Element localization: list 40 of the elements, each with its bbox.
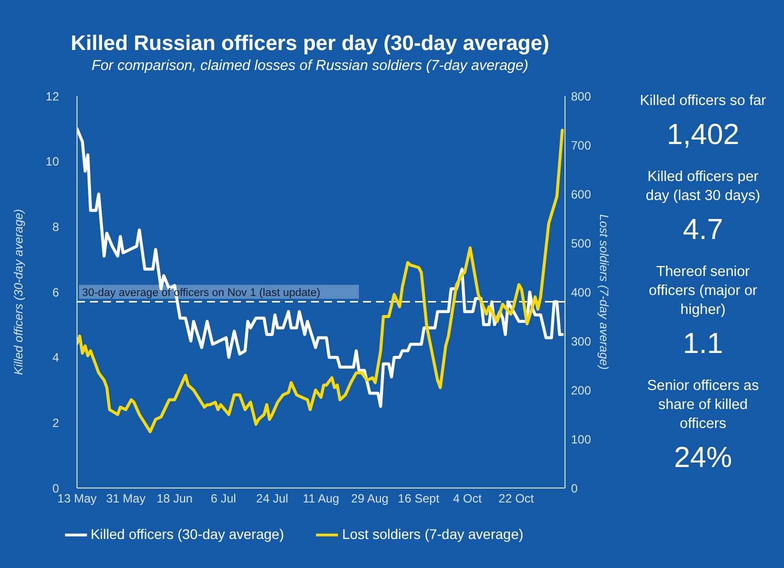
text: Killed officers so far: [638, 92, 768, 111]
legend-label: Killed officers (30-day average): [90, 526, 284, 542]
x-tick-label: 11 Aug: [302, 492, 340, 506]
text: 4.7: [682, 214, 724, 247]
y2-tick-label: 200: [571, 383, 592, 398]
legend-label: Lost soldiers (7-day average): [342, 526, 524, 542]
y2-tick-label: 0: [571, 481, 578, 496]
text: 1,402: [666, 119, 740, 152]
text: Killed officers per day (last 30 days): [644, 168, 762, 206]
y-tick-label: 12: [46, 89, 60, 104]
y2-tick-label: 100: [571, 432, 592, 446]
y2-tick-label: 600: [571, 187, 592, 202]
x-tick-label: 31 May: [106, 492, 146, 506]
x-tick-label: 18 Jun: [156, 492, 193, 506]
y-tick-label: 10: [46, 154, 60, 169]
y2-tick-label: 800: [571, 89, 592, 104]
x-tick-label: 29 Aug: [351, 492, 388, 506]
chart-subtitle: For comparison, claimed losses of Russian soldiers (7-day average): [90, 58, 530, 74]
y-tick-label: 0: [52, 481, 60, 496]
x-tick-label: 16 Sept: [398, 492, 440, 506]
y2-tick-label: 500: [571, 236, 592, 250]
y-tick-label: 8: [52, 220, 60, 234]
y2-tick-label: 300: [571, 334, 592, 348]
text: 24%: [672, 442, 734, 475]
y-tick-label: 6: [52, 285, 60, 300]
y2-tick-label: 700: [571, 138, 592, 152]
text: Thereof senior officers (major or higher): [648, 263, 758, 320]
y-axis-title: Killed officers (30-day average): [11, 208, 26, 376]
y2-tick-label: 400: [571, 285, 592, 300]
x-tick-label: 13 May: [57, 492, 97, 506]
x-tick-label: 22 Oct: [498, 492, 535, 506]
y-tick-label: 2: [52, 416, 60, 430]
chart-title: Killed Russian officers per day (30-day average): [70, 32, 550, 56]
y2-axis-title: Lost soldiers (7-day average): [596, 214, 611, 370]
y-tick-label: 4: [52, 350, 60, 365]
x-tick-label: 24 Jul: [256, 492, 288, 506]
text: Senior officers as share of killed officers: [646, 377, 760, 434]
x-tick-label: 4 Oct: [453, 492, 482, 506]
x-tick-label: 6 Jul: [210, 492, 236, 506]
text: 1.1: [682, 328, 724, 361]
